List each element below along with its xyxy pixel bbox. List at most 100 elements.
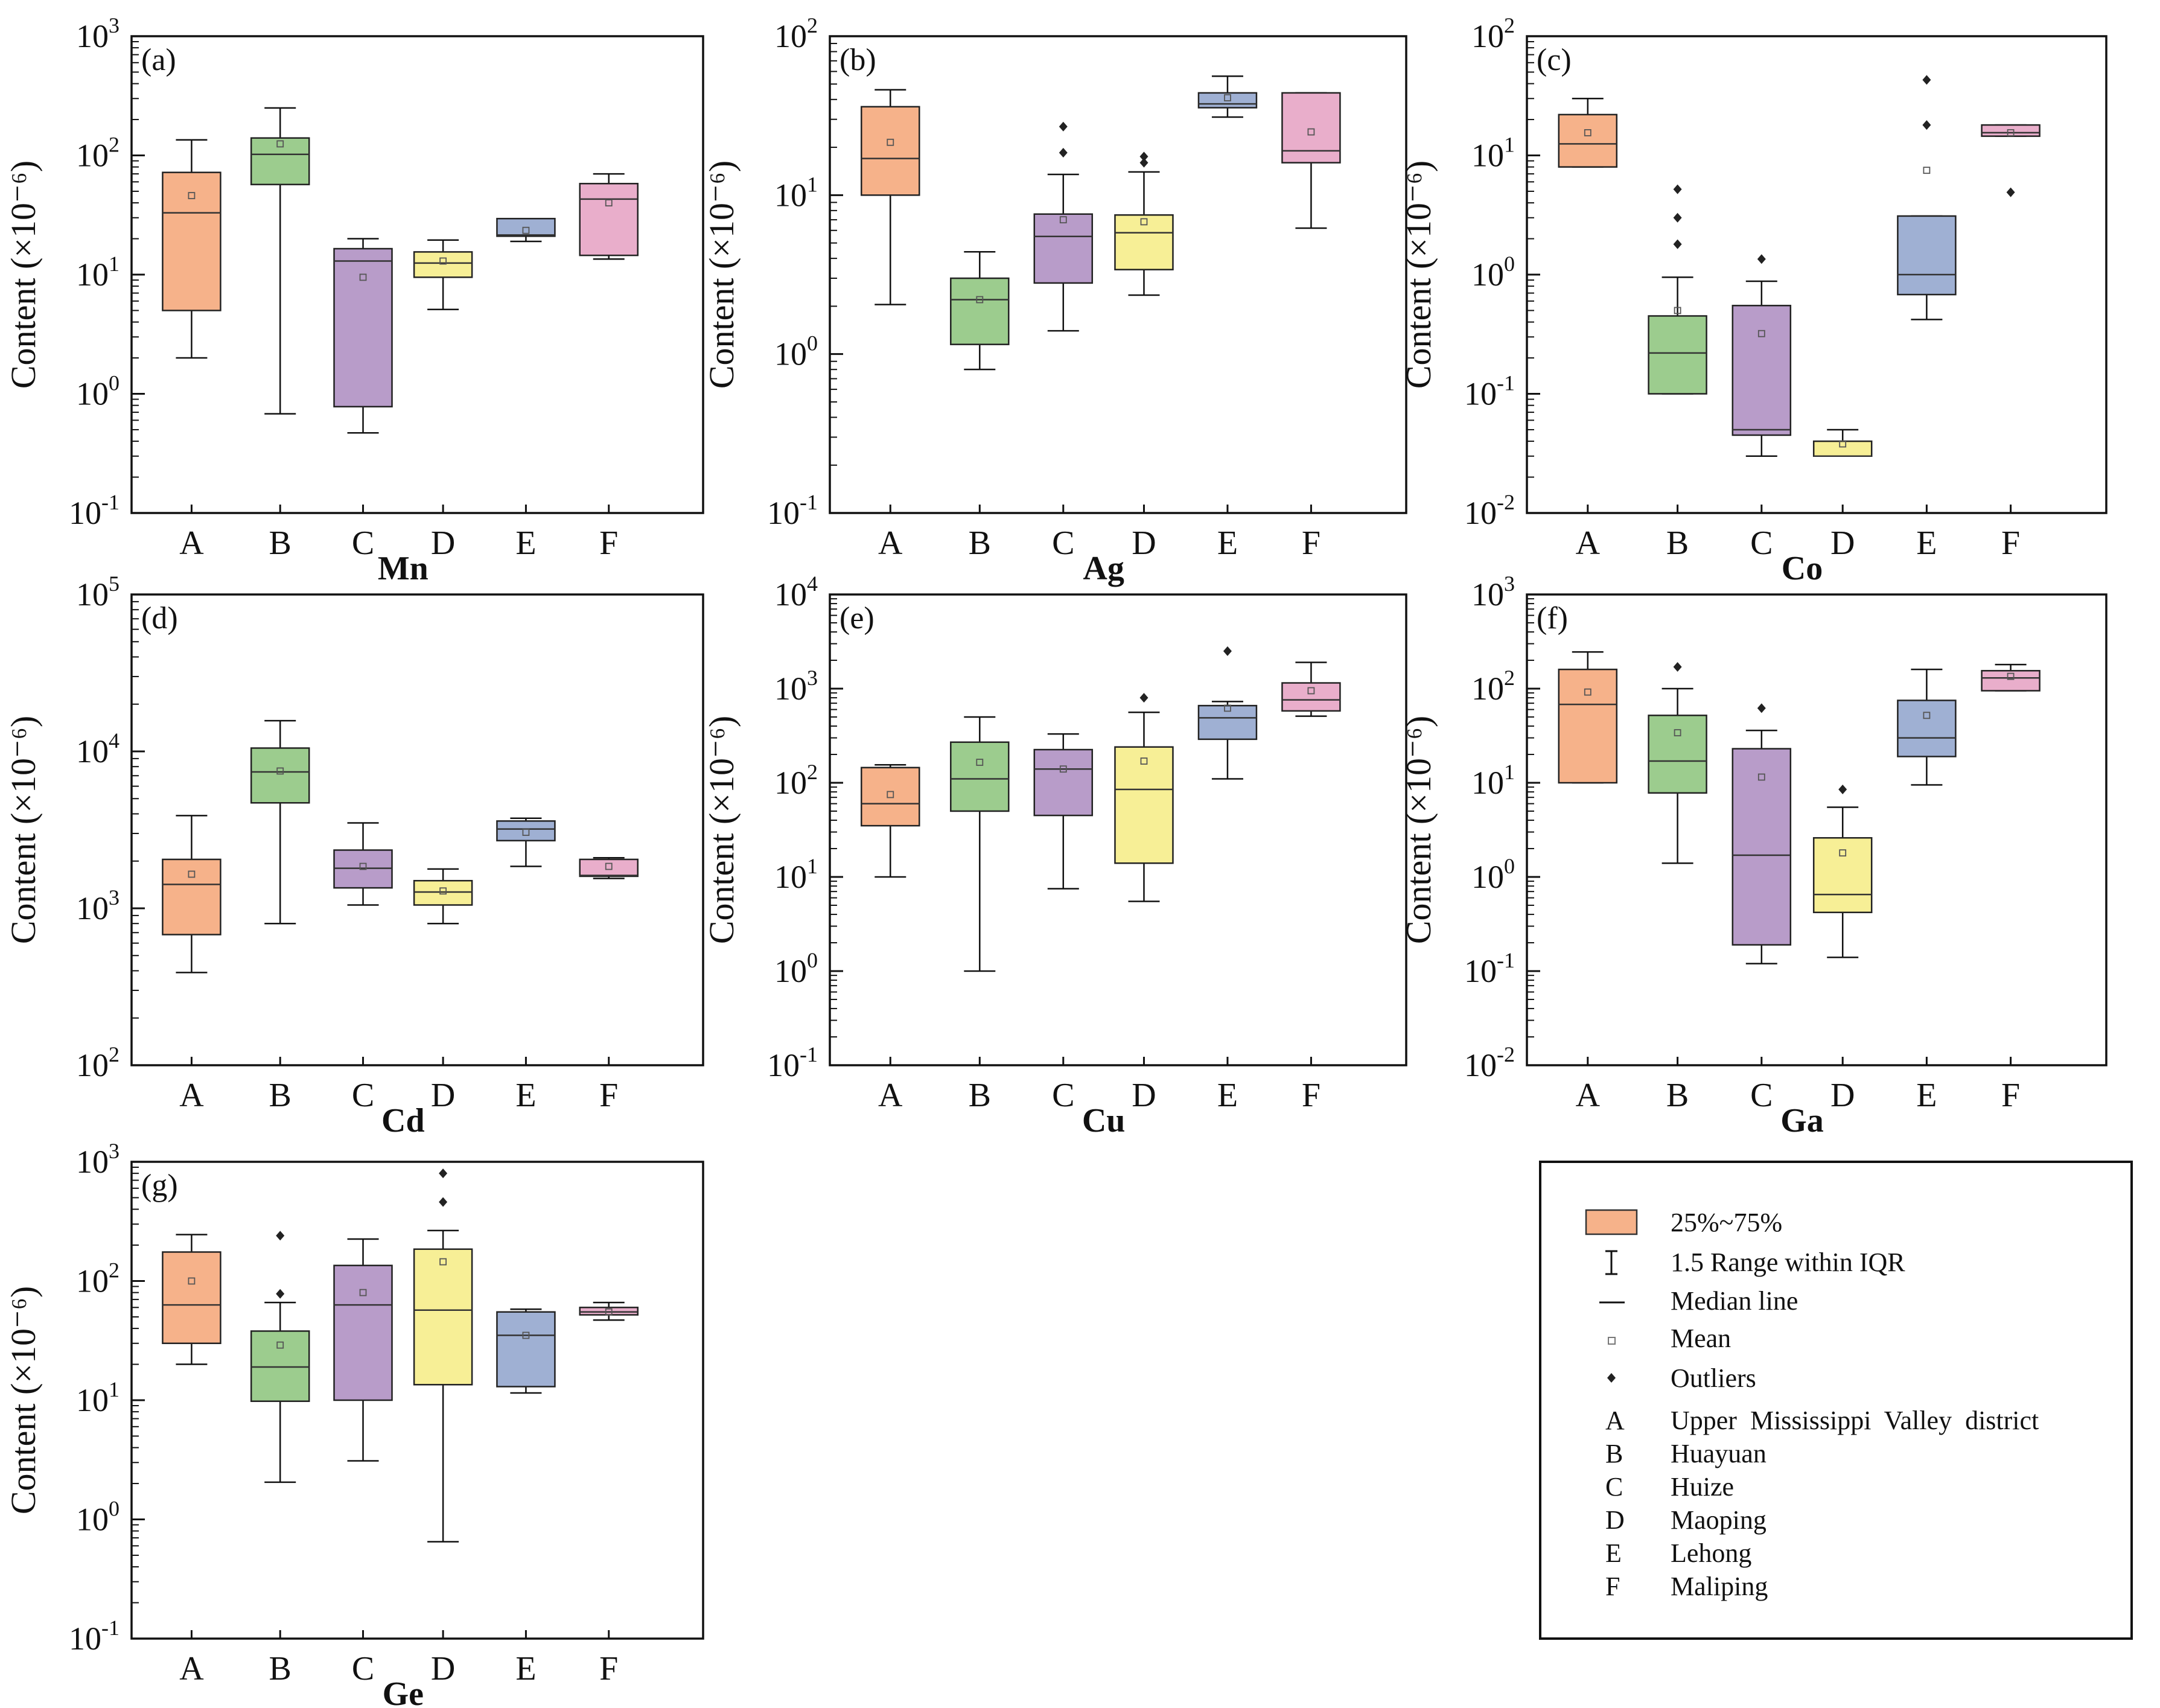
y-tick-label: 10-1: [767, 1042, 818, 1083]
iqr-box: [1033, 213, 1094, 284]
mean-marker: [439, 1258, 447, 1266]
y-tick-label: 103: [76, 13, 119, 54]
panel-co: 102 101 100 10-1 10-2 Content (×10⁻⁶) (c) A B C D E…: [1399, 13, 2107, 587]
outlier-marker: [439, 1197, 448, 1207]
mean-marker: [522, 226, 530, 234]
legend-label-mean: Mean: [1671, 1324, 1731, 1353]
mean-marker: [976, 759, 984, 766]
iqr-box: [1732, 305, 1792, 436]
legend-name-A: Upper Mississippi Valley district: [1671, 1406, 2039, 1435]
mean-marker: [188, 870, 196, 878]
x-tick-label-F: F: [1302, 1077, 1321, 1114]
plot-frame: [130, 1161, 704, 1640]
x-tick-label-E: E: [1217, 524, 1238, 562]
iqr-box: [950, 741, 1010, 812]
box-F: [579, 856, 639, 879]
mean-marker: [1839, 849, 1847, 857]
outlier-marker: [1673, 184, 1682, 194]
iqr-box: [861, 766, 920, 827]
x-tick-label-A: A: [1576, 524, 1601, 562]
outlier-marker: [1757, 703, 1766, 713]
box-C: [1732, 254, 1792, 457]
mean-marker: [976, 296, 984, 304]
y-axis-label: Content (×10⁻⁶): [702, 716, 741, 944]
x-tick-label-F: F: [2001, 524, 2020, 562]
mean-marker: [1140, 757, 1148, 765]
y-tick-label: 102: [1471, 13, 1515, 54]
iqr-box: [333, 1264, 393, 1401]
box-B: [1648, 662, 1707, 864]
x-tick-label-C: C: [1750, 1077, 1773, 1114]
element-label: Ag: [1083, 550, 1124, 587]
panel-cd: 105 104 103 102 Content (×10⁻⁶) (d) A B C D E F Cd: [4, 572, 704, 1139]
legend-box-swatch: [1585, 1209, 1638, 1235]
y-tick-label: 100: [1471, 854, 1515, 895]
plot-frame: [829, 593, 1407, 1066]
y-tick-label: 10-1: [1464, 371, 1515, 412]
iqr-box: [861, 106, 920, 196]
x-tick-label-A: A: [179, 524, 204, 562]
box-B: [250, 719, 310, 925]
x-tick-label-E: E: [1916, 1077, 1937, 1114]
iqr-box: [1281, 92, 1341, 164]
mean-marker: [605, 1308, 613, 1316]
x-tick-label-D: D: [1830, 524, 1855, 562]
box-C: [1033, 121, 1094, 332]
x-tick-label-E: E: [1217, 1077, 1238, 1114]
y-axis-label: Content (×10⁻⁶): [1399, 716, 1438, 944]
box-E: [496, 217, 556, 243]
box-E: [496, 1308, 556, 1394]
legend-code-B: B: [1605, 1439, 1623, 1468]
iqr-box: [496, 820, 556, 842]
legend-outlier-icon: [1607, 1373, 1616, 1383]
legend-label-outliers: Outliers: [1671, 1363, 1756, 1393]
box-D: [1114, 151, 1174, 296]
box-F: [1281, 661, 1341, 717]
x-tick-label-C: C: [1750, 524, 1773, 562]
mean-marker: [359, 862, 367, 870]
iqr-box: [1114, 214, 1174, 270]
x-tick-label-B: B: [269, 1650, 292, 1687]
y-tick-label: 101: [76, 1377, 119, 1418]
box-C: [1732, 703, 1792, 964]
box-B: [250, 107, 310, 415]
mean-marker: [276, 1341, 284, 1349]
y-tick-label: 102: [76, 1042, 119, 1083]
x-tick-label-F: F: [599, 524, 618, 562]
box-A: [861, 764, 920, 878]
y-tick-label: 10-2: [1464, 490, 1515, 531]
panel-mn: 103 102 101 100 10-1 Content (×10⁻⁶) (a) A B C D E F…: [4, 13, 704, 587]
panel-ag: 102 101 100 10-1 Content (×10⁻⁶) (b) A B C D E F Ag: [702, 13, 1407, 587]
box-B: [250, 1231, 310, 1483]
y-tick-label: 102: [774, 760, 818, 801]
x-tick-label-B: B: [269, 524, 292, 562]
iqr-box: [162, 1251, 221, 1345]
box-E: [1897, 668, 1957, 786]
box-A: [162, 1234, 221, 1365]
x-tick-label-D: D: [1830, 1077, 1855, 1114]
mean-marker: [1307, 687, 1315, 695]
box-C: [333, 1238, 393, 1462]
box-E: [1897, 75, 1957, 320]
outlier-marker: [2006, 187, 2015, 197]
y-tick-label: 100: [76, 371, 119, 412]
x-tick-label-B: B: [1666, 1077, 1689, 1114]
mean-marker: [1923, 712, 1931, 719]
iqr-box: [1812, 837, 1873, 914]
x-tick-label-F: F: [599, 1650, 618, 1687]
y-tick-label: 103: [1471, 572, 1515, 613]
box-A: [861, 89, 920, 305]
mean-marker: [1059, 765, 1067, 773]
iqr-box: [413, 879, 473, 906]
panel-label: (g): [141, 1168, 178, 1203]
mean-marker: [605, 199, 613, 206]
y-tick-label: 102: [1471, 666, 1515, 707]
y-tick-label: 103: [76, 1139, 119, 1180]
x-tick-label-D: D: [431, 524, 455, 562]
y-axis-label: Content (×10⁻⁶): [1399, 161, 1438, 389]
x-tick-label-E: E: [515, 1650, 536, 1687]
y-tick-label: 100: [1471, 252, 1515, 293]
y-tick-label: 100: [76, 1497, 119, 1538]
y-tick-label: 101: [1471, 133, 1515, 174]
